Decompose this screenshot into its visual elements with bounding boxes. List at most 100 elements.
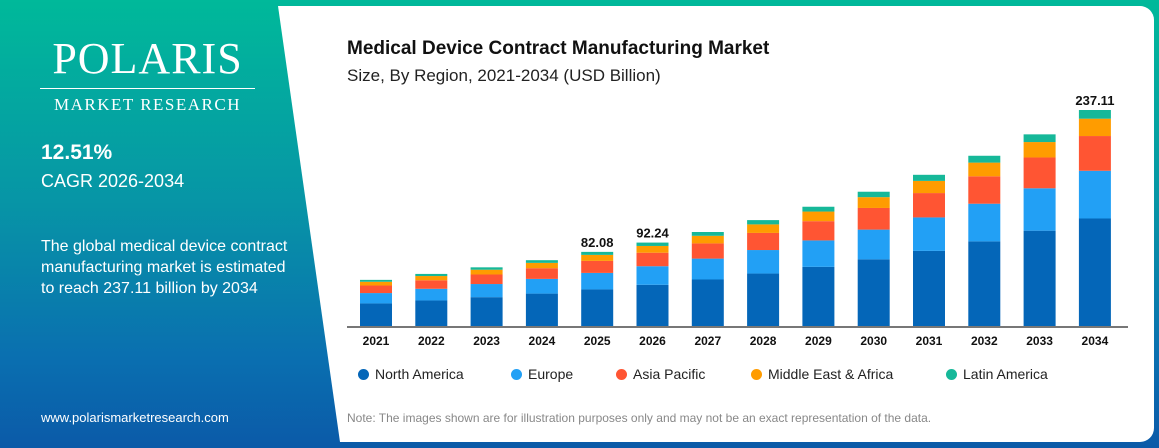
bar-segment-north-america-2034 bbox=[1078, 218, 1111, 327]
bar-segment-asia-pacific-2028 bbox=[747, 232, 780, 251]
bar-segment-north-america-2024 bbox=[525, 293, 558, 327]
logo-divider bbox=[40, 88, 255, 89]
market-description: The global medical device contract manuf… bbox=[41, 238, 288, 297]
legend-label: North America bbox=[375, 366, 464, 382]
x-tick-label: 2029 bbox=[805, 334, 832, 348]
bar-segment-asia-pacific-2023 bbox=[470, 274, 503, 285]
website-link[interactable]: www.polarismarketresearch.com bbox=[41, 410, 229, 425]
legend-swatch bbox=[358, 368, 369, 380]
bar-segment-middle-east-africa-2034 bbox=[1078, 118, 1111, 137]
bar-segment-north-america-2031 bbox=[913, 250, 945, 327]
bar-segment-latin-america-2034 bbox=[1078, 110, 1111, 119]
logo-text: POLARIS bbox=[52, 34, 243, 83]
bar-segment-middle-east-africa-2028 bbox=[747, 224, 780, 233]
bar-segment-europe-2031 bbox=[913, 217, 945, 251]
x-tick-label: 2026 bbox=[639, 334, 666, 348]
bar-segment-europe-2022 bbox=[415, 288, 448, 301]
legend-item: North America bbox=[358, 366, 511, 382]
legend-swatch bbox=[511, 368, 522, 380]
logo-subtext: MARKET RESEARCH bbox=[53, 95, 241, 114]
bar-segment-europe-2026 bbox=[636, 266, 669, 285]
bar-segment-europe-2029 bbox=[802, 240, 835, 267]
bar-segment-latin-america-2026 bbox=[636, 242, 669, 246]
chart-legend: North America Europe Asia Pacific Middle Ea… bbox=[358, 366, 1066, 382]
total-data-label: 237.11 bbox=[1075, 93, 1114, 108]
bar-segment-asia-pacific-2025 bbox=[581, 260, 614, 273]
bar-segment-asia-pacific-2032 bbox=[968, 176, 1001, 204]
bar-segment-middle-east-africa-2026 bbox=[636, 245, 669, 253]
bar-segment-north-america-2023 bbox=[470, 297, 503, 327]
bar-segment-latin-america-2023 bbox=[470, 267, 503, 270]
legend-label: Middle East & Africa bbox=[768, 366, 894, 382]
legend-swatch bbox=[946, 368, 957, 380]
bar-segment-asia-pacific-2029 bbox=[802, 221, 835, 241]
disclaimer-note: Note: The images shown are for illustrat… bbox=[347, 411, 932, 425]
bar-segment-north-america-2027 bbox=[691, 279, 724, 327]
x-tick-label: 2033 bbox=[1026, 334, 1053, 348]
bar-segment-europe-2032 bbox=[968, 203, 1001, 242]
legend-label: Asia Pacific bbox=[633, 366, 706, 382]
bar-segment-europe-2030 bbox=[857, 229, 890, 260]
chart-card bbox=[278, 6, 1154, 442]
bar-segment-middle-east-africa-2022 bbox=[415, 276, 448, 281]
x-tick-label: 2025 bbox=[584, 334, 611, 348]
cagr-value: 12.51% bbox=[41, 141, 113, 164]
total-data-label: 92.24 bbox=[636, 226, 669, 241]
bar-segment-asia-pacific-2026 bbox=[636, 252, 669, 267]
bar-segment-europe-2033 bbox=[1023, 188, 1056, 231]
bar-segment-europe-2023 bbox=[470, 284, 503, 298]
bar-segment-north-america-2030 bbox=[857, 259, 890, 327]
bar-segment-europe-2025 bbox=[581, 272, 614, 290]
polaris-logo: POLARIS MARKET RESEARCH bbox=[40, 34, 255, 115]
x-tick-label: 2028 bbox=[750, 334, 777, 348]
chart-subtitle: Size, By Region, 2021-2034 (USD Billion) bbox=[347, 66, 661, 85]
bar-segment-asia-pacific-2031 bbox=[913, 193, 945, 218]
bar-segment-europe-2034 bbox=[1078, 170, 1111, 219]
cagr-label: CAGR 2026-2034 bbox=[41, 171, 185, 191]
bar-segment-middle-east-africa-2032 bbox=[968, 162, 1001, 177]
bar-segment-north-america-2028 bbox=[747, 273, 780, 327]
bar-segment-north-america-2032 bbox=[968, 241, 1001, 327]
legend-item: Latin America bbox=[946, 366, 1066, 382]
bar-segment-latin-america-2022 bbox=[415, 273, 448, 277]
bar-segment-middle-east-africa-2029 bbox=[802, 211, 835, 222]
total-data-label: 82.08 bbox=[581, 235, 614, 250]
bar-segment-middle-east-africa-2025 bbox=[581, 254, 614, 261]
x-tick-label: 2021 bbox=[363, 334, 390, 348]
bar-segment-north-america-2029 bbox=[802, 266, 835, 327]
legend-swatch bbox=[751, 368, 762, 380]
bar-segment-middle-east-africa-2033 bbox=[1023, 142, 1056, 158]
bar-segment-asia-pacific-2030 bbox=[857, 207, 890, 230]
bar-segment-middle-east-africa-2031 bbox=[913, 180, 945, 194]
chart-title: Medical Device Contract Manufacturing Ma… bbox=[347, 38, 770, 59]
bar-segment-latin-america-2028 bbox=[747, 220, 780, 225]
bar-segment-middle-east-africa-2024 bbox=[525, 262, 558, 269]
x-tick-label: 2030 bbox=[860, 334, 887, 348]
bar-segment-middle-east-africa-2023 bbox=[470, 269, 503, 275]
legend-label: Europe bbox=[528, 366, 574, 382]
bar-segment-europe-2021 bbox=[360, 293, 392, 304]
bar-segment-latin-america-2031 bbox=[913, 174, 945, 181]
bar-segment-latin-america-2025 bbox=[581, 251, 614, 255]
bar-segment-asia-pacific-2033 bbox=[1023, 157, 1056, 189]
legend-swatch bbox=[616, 368, 627, 380]
bar-segment-europe-2028 bbox=[747, 250, 780, 274]
legend-item: Asia Pacific bbox=[616, 366, 751, 382]
bar-segment-north-america-2022 bbox=[415, 300, 448, 327]
bar-segment-middle-east-africa-2021 bbox=[360, 281, 392, 286]
x-tick-label: 2031 bbox=[916, 334, 943, 348]
bar-segment-latin-america-2029 bbox=[802, 206, 835, 212]
legend-item: Europe bbox=[511, 366, 616, 382]
bar-segment-middle-east-africa-2030 bbox=[857, 197, 890, 208]
bar-segment-north-america-2026 bbox=[636, 284, 669, 327]
x-tick-label: 2034 bbox=[1082, 334, 1109, 348]
bar-segment-asia-pacific-2024 bbox=[525, 268, 558, 279]
bar-segment-latin-america-2027 bbox=[691, 232, 724, 236]
x-tick-label: 2032 bbox=[971, 334, 998, 348]
legend-label: Latin America bbox=[963, 366, 1048, 382]
bar-segment-north-america-2033 bbox=[1023, 230, 1056, 327]
x-tick-label: 2023 bbox=[473, 334, 500, 348]
bar-segment-latin-america-2024 bbox=[525, 260, 558, 263]
cagr-block: 12.51% CAGR 2026-2034 bbox=[41, 141, 184, 192]
